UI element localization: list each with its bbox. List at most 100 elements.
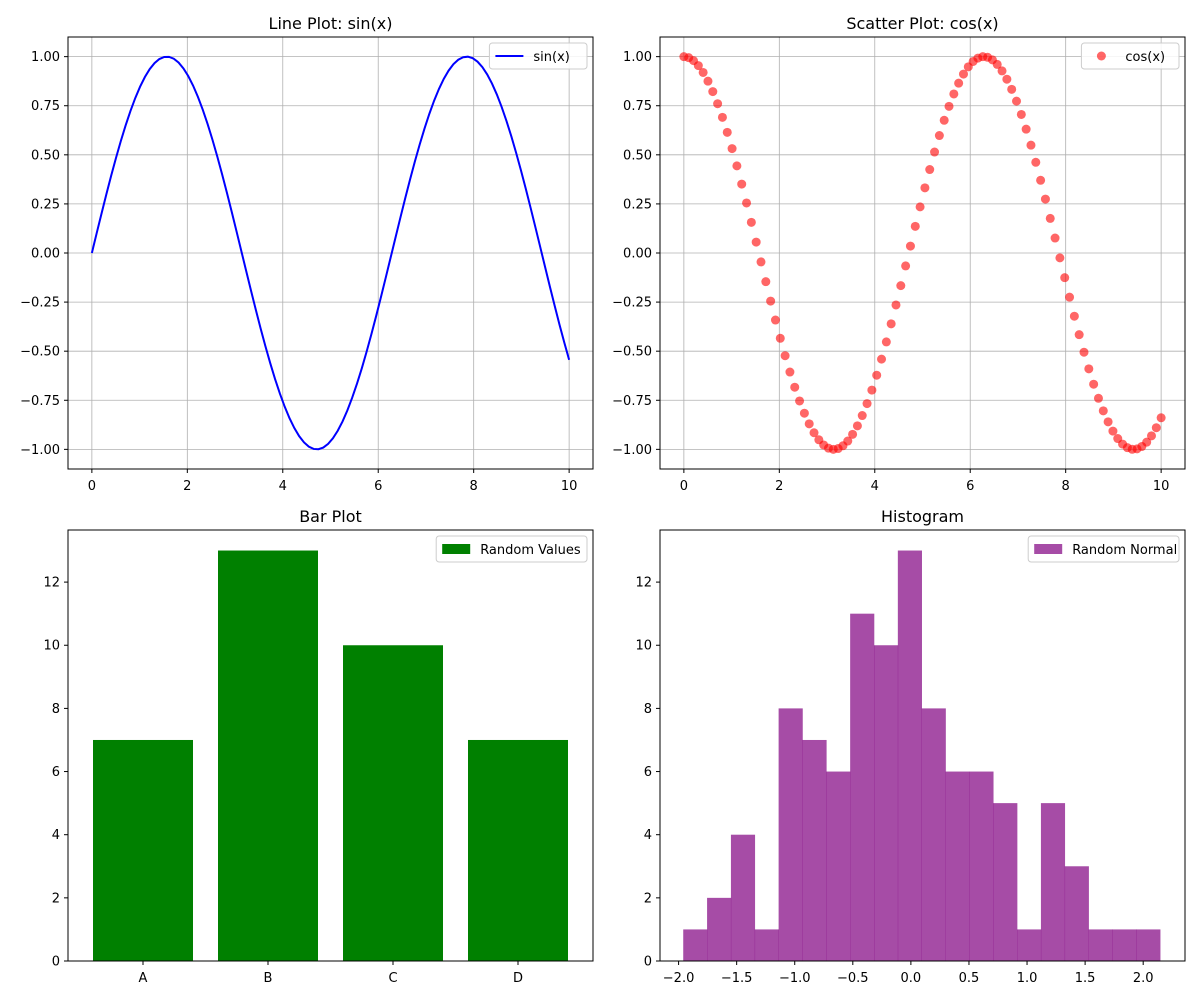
x-axis: 0 2 4 6 8 10 [88, 469, 578, 494]
scatter-point [717, 112, 727, 122]
scatter-point [1156, 413, 1166, 423]
histogram-bin [945, 771, 970, 961]
scatter-point [891, 300, 901, 310]
legend-box [1027, 535, 1180, 563]
scatter-point [1031, 157, 1041, 167]
scatter-point [954, 78, 964, 88]
scatter-point [708, 87, 718, 97]
y-tick-label: 4 [52, 828, 60, 843]
x-tick-label: 10 [1153, 479, 1170, 494]
scatter-point [1089, 379, 1099, 389]
y-tick-label: −0.75 [612, 394, 652, 409]
scatter-point [1002, 74, 1012, 84]
scatter-point [930, 147, 940, 157]
series-line-sin [90, 55, 571, 451]
bar-A [93, 739, 193, 961]
y-axis: 0 2 4 6 8 10 12 [43, 576, 68, 970]
histogram-bin [1040, 803, 1066, 961]
x-tick-label: 4 [279, 479, 287, 494]
y-tick-label: 12 [635, 576, 652, 591]
scatter-point [949, 89, 959, 99]
x-tick-label: 2.0 [1133, 971, 1154, 986]
histogram-bin [754, 929, 779, 961]
x-tick-label: 4 [871, 479, 879, 494]
y-tick-label: 2 [52, 891, 60, 906]
scatter-points [679, 52, 1166, 454]
x-tick-label: 8 [1062, 479, 1070, 494]
histogram-bin [969, 771, 994, 961]
scatter-point [785, 367, 795, 377]
scatter-point [896, 281, 906, 291]
scatter-point [737, 179, 747, 189]
x-tick-label: −0.5 [837, 971, 869, 986]
scatter-point [1055, 253, 1065, 263]
scatter-point [1074, 330, 1084, 340]
y-tick-label: 0.75 [31, 99, 60, 114]
y-tick-label: 0 [644, 955, 652, 970]
histogram-bin [921, 708, 946, 961]
histogram-bin [993, 803, 1018, 961]
histogram-bin [1017, 929, 1042, 961]
legend-marker [1034, 544, 1063, 554]
scatter-point [809, 428, 819, 438]
histogram-bin [1064, 866, 1089, 961]
scatter-point [872, 370, 882, 380]
y-tick-label: −0.25 [612, 296, 652, 311]
y-tick-label: 0.50 [31, 148, 60, 163]
axes-frame [659, 529, 1186, 962]
histogram-bin [1136, 929, 1161, 961]
histogram-bin [778, 708, 803, 961]
scatter-point [1036, 175, 1046, 185]
scatter-point [732, 161, 742, 171]
x-tick-label: −1.0 [779, 971, 811, 986]
scatter-point [780, 351, 790, 361]
chart-title: Line Plot: sin(x) [269, 14, 393, 33]
y-tick-label: −1.00 [612, 443, 652, 458]
y-tick-label: 1.00 [31, 50, 60, 65]
scatter-point [751, 237, 761, 247]
x-tick-label: 6 [966, 479, 974, 494]
scatter-point [770, 315, 780, 325]
scatter-point [848, 429, 858, 439]
legend-box [488, 42, 588, 70]
scatter-point [905, 241, 915, 251]
scatter-point [1108, 426, 1118, 436]
x-tick-label: 8 [470, 479, 478, 494]
scatter-point [944, 101, 954, 111]
histogram-bin [802, 739, 827, 961]
legend-box [1080, 42, 1180, 70]
x-tick-label: −1.5 [721, 971, 753, 986]
histogram-bin [730, 834, 756, 961]
bar-B [218, 550, 318, 961]
histogram-bins [683, 550, 1161, 961]
histogram-bin [897, 550, 922, 961]
x-tick-label: 10 [561, 479, 578, 494]
scatter-point [1079, 347, 1089, 357]
y-tick-label: 4 [644, 828, 652, 843]
x-tick-label: 1.0 [1017, 971, 1038, 986]
y-tick-label: 6 [644, 765, 652, 780]
scatter-point [867, 385, 877, 395]
scatter-point [775, 333, 785, 343]
y-tick-label: 0.25 [623, 197, 652, 212]
bar-C [343, 645, 443, 961]
chart-title: Histogram [881, 507, 964, 526]
scatter-point [790, 382, 800, 392]
x-tick-label: B [264, 971, 273, 986]
y-tick-label: 10 [635, 639, 652, 654]
scatter-point [1093, 393, 1103, 403]
grid [660, 37, 1185, 469]
legend: sin(x) [488, 42, 588, 70]
scatter-point [1026, 140, 1036, 150]
scatter-point [1045, 213, 1055, 223]
scatter-point [1069, 311, 1079, 321]
x-tick-label: 1.5 [1075, 971, 1096, 986]
x-tick-label: A [139, 971, 148, 986]
scatter-point [925, 165, 935, 175]
y-tick-label: 8 [52, 702, 60, 717]
y-axis: −1.00 −0.75 −0.50 −0.25 0.00 0.25 0.50 0.75 1.00 [612, 50, 660, 458]
chart-2: 0 2 4 6 8 10 −1.00 −0.75 −0.50 −0.25 0.00 0.25 0.50 0… [612, 14, 1186, 494]
y-tick-label: 6 [52, 765, 60, 780]
scatter-point [915, 202, 925, 212]
x-axis: A B C D [139, 961, 523, 986]
